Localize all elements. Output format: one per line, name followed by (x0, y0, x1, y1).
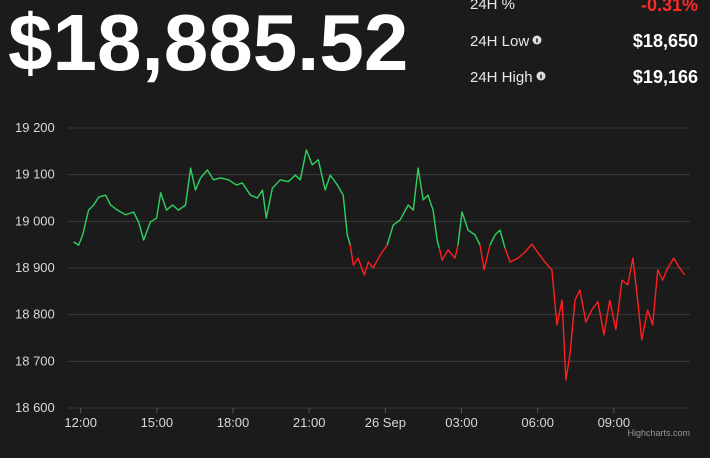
x-tick-label: 21:00 (293, 415, 326, 430)
stat-label: 24H High (470, 69, 533, 86)
price-line (73, 149, 506, 249)
x-tick-label: 06:00 (521, 415, 554, 430)
y-tick-label: 18 600 (15, 400, 55, 415)
y-tick-label: 18 700 (15, 353, 55, 368)
x-tick-label: 03:00 (445, 415, 478, 430)
stat-value: $18,650 (633, 31, 698, 51)
y-tick-label: 18 900 (15, 260, 55, 275)
x-tick-label: 09:00 (598, 415, 631, 430)
x-tick-label: 26 Sep (365, 415, 406, 430)
stat-label: 24H Low (470, 33, 529, 50)
price: $18,885.52 (8, 0, 408, 87)
x-tick-label: 12:00 (64, 415, 97, 430)
x-tick-label: 18:00 (217, 415, 250, 430)
stat-label: 24H % (470, 0, 515, 13)
stat-value: $19,166 (633, 67, 698, 87)
stat-value: -0.31% (641, 0, 698, 15)
stats: 24H % -0.31% 24H Low $18,650 24H High $1… (470, 0, 698, 87)
x-tick-label: 15:00 (141, 415, 174, 430)
credits[interactable]: Highcharts.com (627, 428, 690, 438)
y-tick-label: 19 100 (15, 167, 55, 182)
price-line (349, 243, 686, 381)
y-tick-label: 18 800 (15, 307, 55, 322)
y-tick-label: 19 200 (15, 120, 55, 135)
y-tick-label: 19 000 (15, 213, 55, 228)
